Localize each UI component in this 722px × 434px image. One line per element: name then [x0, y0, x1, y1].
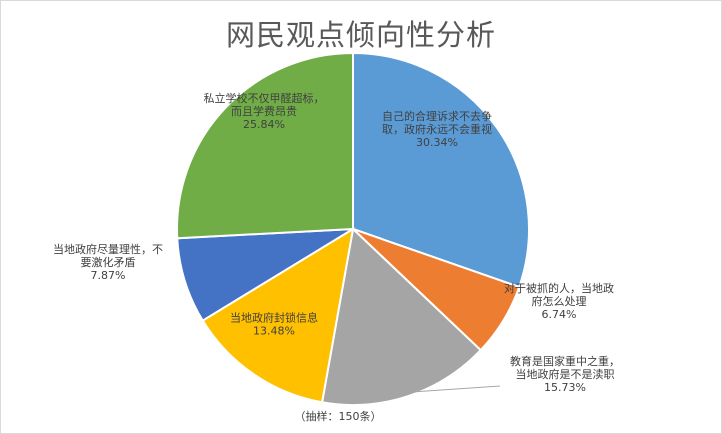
leader-line: [411, 385, 501, 393]
slice-label-1: 自己的合理诉求不去争取，政府永远不会重视 30.34%: [382, 109, 492, 149]
pie-slice-1: [352, 51, 530, 289]
pie-slice-4: [201, 226, 355, 404]
slice-label-6: 私立学校不仅甲醛超标，而且学费昂贵 25.84%: [204, 91, 325, 131]
slice-label-line: 而且学费昂贵: [231, 104, 297, 118]
slice-label-2: 对于被抓的人，当地政府怎么处理 6.74%: [504, 281, 614, 321]
slice-value-label: 30.34%: [416, 136, 458, 149]
slice-value-label: 7.87%: [91, 269, 126, 282]
pie-slice-6: [176, 51, 354, 240]
slice-value-label: 25.84%: [243, 118, 285, 131]
slice-label-5: 当地政府尽量理性，不要激化矛盾 7.87%: [53, 242, 163, 282]
slice-value-label: 6.74%: [542, 308, 577, 321]
sample-note: （抽样：150条）: [294, 410, 382, 423]
slice-value-label: 13.48%: [253, 325, 295, 338]
slice-label-line: 私立学校不仅甲醛超标，: [204, 91, 325, 105]
slice-label-4: 当地政府封锁信息 13.48%: [230, 311, 318, 338]
chart-title: 网民观点倾向性分析: [225, 18, 496, 52]
slice-label-line: 对于被抓的人，当地政: [504, 281, 614, 295]
slice-label-3: 教育是国家重中之重，当地政府是不是渎职 15.73%: [510, 354, 620, 394]
slice-label-line: 府怎么处理: [532, 294, 587, 308]
slice-label-line: 当地政府封锁信息: [230, 311, 318, 325]
pie-slice-3: [320, 226, 483, 406]
slice-label-line: 自己的合理诉求不去争: [382, 109, 492, 123]
slice-label-line: 当地政府是不是渎职: [516, 367, 615, 381]
slice-label-line: 要激化矛盾: [81, 255, 136, 269]
slice-label-line: 教育是国家重中之重，: [510, 354, 620, 368]
slice-label-line: 当地政府尽量理性，不: [53, 242, 163, 256]
slice-value-label: 15.73%: [544, 381, 586, 394]
slice-label-line: 取，政府永远不会重视: [382, 122, 492, 136]
